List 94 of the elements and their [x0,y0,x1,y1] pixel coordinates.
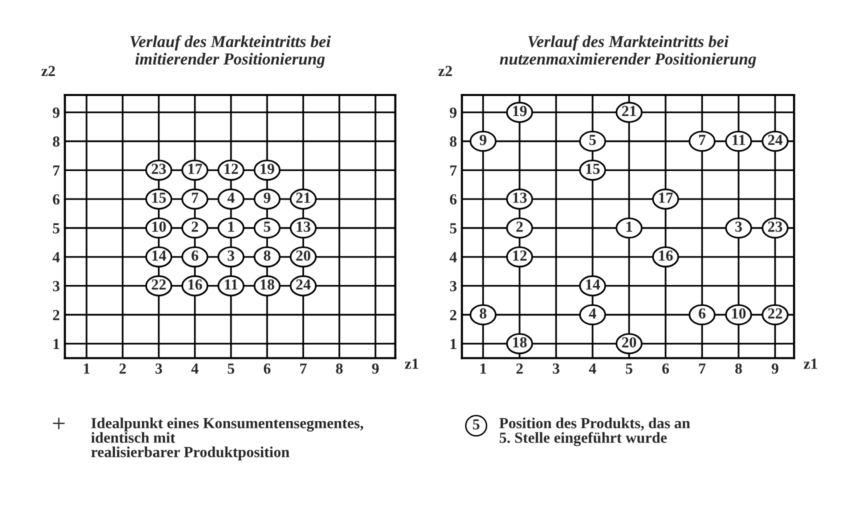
y-axis-title: z2 [41,66,55,76]
annotation: 21 [622,106,636,116]
x-tick-label: 8 [735,363,742,374]
annotation: 4 [227,192,235,203]
y-tick-label: 4 [52,252,60,262]
annotation: 13 [296,222,310,232]
annotation: 1 [228,222,234,232]
text: 5 [472,419,480,430]
annotation: 21 [296,192,310,203]
x-tick-label: 7 [699,364,706,374]
y-tick-label: 2 [53,310,60,320]
annotation: 15 [152,192,166,203]
x-tick-label: 2 [119,363,126,374]
annotation: 22 [152,279,166,290]
x-tick-label: 9 [772,363,778,374]
annotation: 20 [622,337,636,348]
x-tick-label: 4 [588,364,596,374]
chart-title: Verlauf des Markteintritts bei nutzenmaximierender Positionierung [500,35,756,68]
annotation: 16 [659,250,673,261]
annotation: 7 [192,192,198,203]
annotation: 24 [768,134,782,145]
annotation: 17 [659,192,673,203]
annotation: 12 [513,250,527,261]
annotation: 10 [152,222,166,232]
x-tick-label: 8 [336,363,343,374]
annotation: 23 [152,164,166,174]
y-tick-label: 8 [52,136,60,147]
annotation: 14 [586,279,600,290]
y-tick-label: 5 [52,223,60,234]
annotation: 18 [513,337,527,348]
annotation: 22 [768,308,782,318]
y-tick-label: 5 [450,223,456,234]
y-tick-label: 6 [450,194,457,205]
y-tick-label: 7 [53,165,60,176]
text: + [53,418,65,430]
x-tick-label: 5 [626,364,632,374]
x-axis-title: z1 [404,358,418,369]
x-tick-label: 2 [516,363,523,374]
annotation: 11 [225,279,238,290]
annotation: 24 [296,279,311,290]
annotation: 5 [264,222,270,232]
x-tick-label: 3 [156,363,162,374]
y-tick-label: 1 [54,338,60,349]
annotation: 12 [224,164,238,174]
annotation: 9 [480,134,486,146]
annotation: 8 [480,308,486,319]
y-tick-label: 3 [52,281,60,292]
y-tick-label: 9 [52,108,60,118]
annotation: 3 [735,222,742,232]
annotation: 19 [260,164,274,174]
annotation: 10 [732,308,746,319]
y-axis-title: z2 [438,66,452,76]
y-tick-label: 3 [450,281,457,292]
annotation: 9 [264,192,270,203]
annotation: 17 [188,164,202,174]
annotation: 2 [192,222,198,232]
annotation: 5 [589,134,596,146]
x-tick-label: 1 [480,364,486,374]
x-tick-label: 5 [228,364,234,374]
x-tick-label: 6 [662,363,669,374]
x-tick-label: 1 [84,364,90,374]
annotation: 6 [698,308,706,319]
y-tick-label: 1 [450,338,456,349]
annotation: 7 [699,134,706,145]
x-tick-label: 3 [552,363,560,374]
x-axis-title: z1 [804,358,818,369]
annotation: 3 [228,250,234,261]
y-tick-label: 2 [450,310,456,320]
annotation: 14 [152,250,166,261]
annotation: 18 [260,279,274,290]
text: Position des Produkts, das an 5. Stelle eingeführt wurde [499,418,690,446]
annotation: 13 [513,192,527,203]
chart-title: Verlauf des Markteintritts bei imitierender Positionierung [130,35,331,68]
x-tick-label: 9 [372,363,379,374]
text: Idealpunkt eines Konsumentensegmentes, identisch mit realisierbarer Produktposition [91,418,364,460]
annotation: 15 [586,164,600,174]
annotation: 8 [264,250,270,261]
annotation: 23 [768,222,782,232]
annotation: 20 [296,250,310,261]
y-tick-label: 4 [450,252,457,262]
annotation: 1 [626,222,632,232]
y-tick-label: 9 [450,108,456,118]
annotation: 16 [188,279,202,290]
x-tick-label: 4 [191,364,198,374]
annotation: 4 [588,308,596,318]
annotation: 11 [732,134,746,145]
annotation: 6 [192,250,198,261]
y-tick-label: 8 [450,136,457,147]
y-tick-label: 6 [52,194,60,205]
annotation: 19 [513,106,527,116]
y-tick-label: 7 [450,165,457,176]
x-tick-label: 6 [264,363,270,374]
x-tick-label: 7 [300,364,307,374]
annotation: 2 [516,222,523,232]
